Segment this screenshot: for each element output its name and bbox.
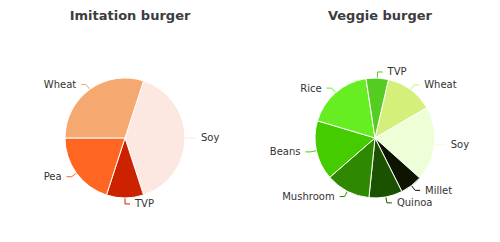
svg-text:Imitation burger: Imitation burger — [70, 8, 191, 23]
svg-text:Millet: Millet — [425, 185, 452, 196]
svg-text:TVP: TVP — [134, 198, 154, 209]
svg-text:Soy: Soy — [201, 132, 219, 143]
svg-text:Wheat: Wheat — [424, 79, 457, 90]
svg-text:Soy: Soy — [451, 139, 469, 150]
svg-text:TVP: TVP — [387, 66, 407, 77]
svg-text:Quinoa: Quinoa — [397, 197, 433, 208]
svg-text:Rice: Rice — [300, 83, 321, 94]
svg-text:Wheat: Wheat — [44, 79, 77, 90]
svg-text:Beans: Beans — [270, 146, 301, 157]
svg-text:Mushroom: Mushroom — [282, 191, 334, 202]
svg-text:Veggie burger: Veggie burger — [328, 8, 433, 23]
svg-text:Pea: Pea — [44, 171, 62, 182]
